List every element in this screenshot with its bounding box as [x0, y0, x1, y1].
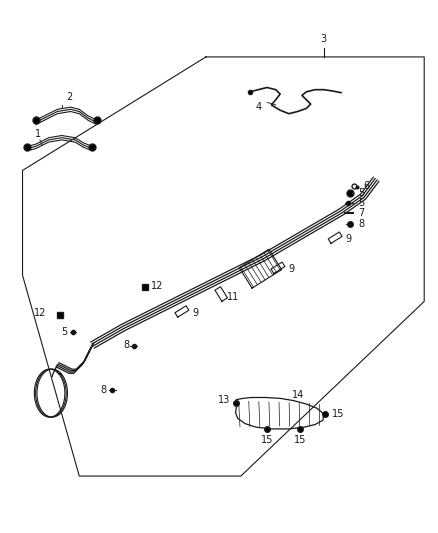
Text: 14: 14: [291, 390, 304, 400]
Text: 9: 9: [192, 308, 198, 318]
Text: 15: 15: [293, 435, 306, 446]
Text: 7: 7: [358, 208, 364, 218]
Text: 5: 5: [61, 327, 67, 337]
Text: 4: 4: [255, 102, 261, 112]
Text: 8: 8: [359, 219, 365, 229]
Text: 8: 8: [101, 385, 107, 394]
Text: 3: 3: [321, 34, 327, 44]
Text: 8: 8: [124, 340, 130, 350]
Text: 6: 6: [363, 181, 369, 191]
Text: 2: 2: [66, 92, 72, 102]
Text: 5: 5: [358, 198, 364, 208]
Text: 11: 11: [227, 292, 239, 302]
Text: 5: 5: [358, 188, 364, 198]
Text: 9: 9: [289, 264, 295, 274]
Text: 15: 15: [261, 435, 273, 446]
Text: 1: 1: [35, 129, 41, 139]
Text: 13: 13: [218, 394, 230, 405]
Text: 9: 9: [346, 234, 352, 244]
Text: 12: 12: [34, 308, 46, 318]
Text: 12: 12: [151, 281, 164, 291]
Text: 15: 15: [332, 409, 344, 418]
